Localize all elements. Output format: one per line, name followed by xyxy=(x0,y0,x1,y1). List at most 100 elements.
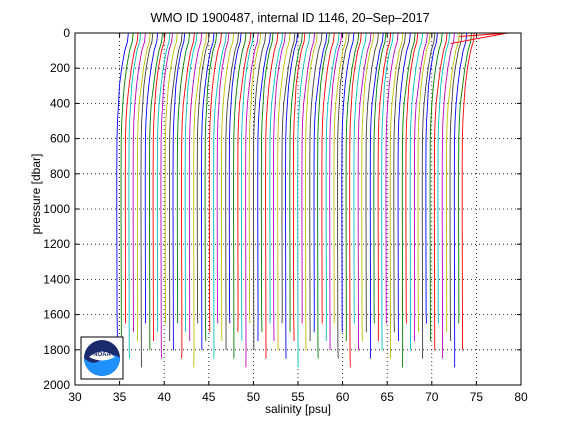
profile-line xyxy=(413,33,428,342)
profile-line xyxy=(152,33,166,342)
profile-line xyxy=(437,33,451,324)
profile-line xyxy=(240,33,254,342)
noaa-logo: NOAA xyxy=(80,336,124,380)
y-tick-label: 600 xyxy=(50,132,70,146)
profile-line xyxy=(361,33,375,342)
y-tick-label: 1800 xyxy=(43,343,70,357)
profile-line xyxy=(216,33,230,324)
profile-line xyxy=(449,33,463,342)
profile-line xyxy=(421,33,436,359)
profile-line xyxy=(321,33,335,324)
profile-line xyxy=(417,33,431,333)
y-tick-label: 1200 xyxy=(43,237,70,251)
profile-line xyxy=(333,33,347,324)
profile-line xyxy=(341,33,355,333)
profile-line xyxy=(156,33,171,333)
profile-line xyxy=(273,33,286,342)
profile-line xyxy=(289,33,303,333)
profile-line xyxy=(257,33,271,342)
y-axis-ticks: 0 200 400 600 800 1000 1200 1400 1600 1800 2000 xyxy=(43,26,521,392)
profile-line xyxy=(453,33,468,368)
profile-line xyxy=(132,33,146,333)
y-tick-label: 1600 xyxy=(43,308,70,322)
profile-line xyxy=(458,33,473,324)
profile-line xyxy=(188,33,203,342)
x-axis-label: salinity [psu] xyxy=(265,402,331,416)
profile-line xyxy=(265,33,279,359)
profile-line xyxy=(433,33,448,351)
x-tick-label: 50 xyxy=(247,390,261,404)
profile-line xyxy=(309,33,323,342)
profile-line xyxy=(245,33,259,368)
profile-line xyxy=(393,33,406,333)
profile-line xyxy=(260,33,274,333)
profile-line xyxy=(176,33,191,324)
profile-line xyxy=(385,33,399,324)
profile-line xyxy=(446,33,460,333)
profile-line xyxy=(116,33,129,342)
profile-line xyxy=(181,33,195,359)
x-tick-label: 40 xyxy=(158,390,172,404)
profile-line xyxy=(397,33,411,342)
profile-line xyxy=(461,33,475,351)
y-tick-label: 2000 xyxy=(43,378,70,392)
profile-line xyxy=(329,33,343,351)
profile-line xyxy=(237,33,252,333)
y-axis-label: pressure [dbar] xyxy=(29,154,43,235)
profile-line xyxy=(365,33,379,333)
profile-line xyxy=(377,33,392,342)
profile-line xyxy=(389,33,404,359)
x-tick-label: 60 xyxy=(336,390,350,404)
profile-line xyxy=(369,33,384,359)
profile-line xyxy=(120,33,134,351)
profile-line xyxy=(373,33,387,324)
profile-line xyxy=(281,33,296,324)
profile-line xyxy=(337,33,350,359)
profile-line xyxy=(248,33,262,324)
profile-line xyxy=(401,33,416,368)
profile-line xyxy=(160,33,173,359)
chart-title: WMO ID 1900487, internal ID 1146, 20–Sep… xyxy=(150,11,429,25)
profile-line xyxy=(345,33,360,342)
y-tick-label: 800 xyxy=(50,167,70,181)
profile-line xyxy=(128,33,142,359)
profile-line xyxy=(225,33,239,351)
x-axis-ticks: 30 35 40 45 50 55 60 65 70 75 80 xyxy=(68,33,528,404)
profile-line xyxy=(285,33,298,359)
profile-line xyxy=(213,33,227,359)
profile-line xyxy=(149,33,163,351)
profile-line xyxy=(405,33,419,324)
profile-line xyxy=(325,33,340,342)
profile-line xyxy=(353,33,367,324)
noaa-logo-gull xyxy=(89,351,115,361)
profile-line xyxy=(305,33,318,351)
profile-line xyxy=(297,33,311,368)
x-tick-label: 80 xyxy=(514,390,528,404)
profile-line xyxy=(220,33,235,342)
profile-line xyxy=(201,33,215,351)
profile-line xyxy=(277,33,291,351)
profile-line xyxy=(136,33,151,342)
x-tick-label: 55 xyxy=(291,390,305,404)
noaa-logo-text: NOAA xyxy=(93,352,111,358)
profile-line xyxy=(228,33,242,324)
profile-line xyxy=(184,33,198,333)
profile-line xyxy=(357,33,372,351)
y-tick-label: 400 xyxy=(50,96,70,110)
profile-line xyxy=(429,33,443,342)
y-tick-label: 1400 xyxy=(43,272,70,286)
profile-line xyxy=(208,33,222,333)
profile-line xyxy=(164,33,178,324)
profile-line xyxy=(193,33,208,368)
profile-line xyxy=(441,33,455,359)
noaa-logo-wave xyxy=(84,354,120,376)
profile-line xyxy=(425,33,438,324)
profile-line xyxy=(317,33,330,359)
profile-line xyxy=(172,33,186,351)
profile-line xyxy=(269,33,284,324)
profile-line xyxy=(124,33,139,324)
profile-line xyxy=(349,33,362,368)
profile-line xyxy=(196,33,210,324)
